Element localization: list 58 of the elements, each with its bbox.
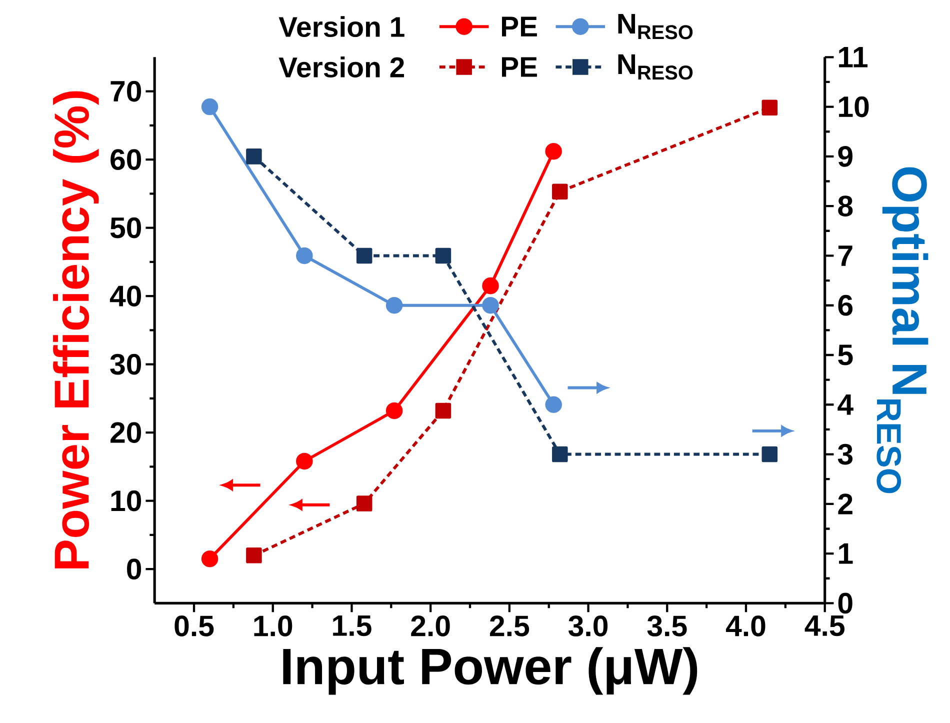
y2-tick-label: 11 — [839, 46, 868, 68]
point — [246, 547, 262, 564]
y2-tick-label: 3 — [838, 444, 853, 465]
point — [201, 98, 218, 115]
y-tick-label: 40 — [110, 285, 142, 306]
y-tick-label: 50 — [110, 217, 142, 238]
x-axis-title: Input Power (μW) — [283, 646, 698, 695]
point — [482, 296, 499, 314]
y-tick-label: 10 — [111, 490, 142, 512]
y-tick-label: 60 — [110, 148, 142, 170]
legend-label: PE — [502, 57, 537, 77]
legend-label: PE — [502, 16, 537, 36]
x-tick-label: 1.0 — [254, 615, 292, 636]
point — [201, 550, 218, 567]
point — [386, 402, 403, 419]
point — [356, 495, 372, 512]
point — [762, 100, 778, 116]
y2-tick-label: 0 — [838, 592, 852, 614]
y-axis-title: Power Efficiency (%) — [53, 90, 99, 568]
x-tick-label: 4.0 — [726, 615, 766, 636]
x-tick-label: 2.5 — [490, 615, 530, 636]
point — [545, 142, 562, 160]
y-tick-label: 20 — [110, 422, 142, 443]
point — [296, 247, 313, 264]
y2-tick-label: 1 — [839, 543, 853, 564]
y2-tick-label: 4 — [838, 394, 854, 415]
y2-tick-label: 8 — [838, 195, 853, 216]
annotation: Version 2 — [278, 56, 404, 78]
x-tick-label: 3.5 — [647, 615, 687, 636]
y2-axis-title: Optimal N$_{RESO}$ — [876, 167, 928, 493]
x-tick-label: 2.0 — [411, 615, 450, 636]
point — [552, 446, 568, 462]
y2-tick-label: 10 — [839, 96, 869, 118]
legend-label: N$_{RESO}$ — [618, 54, 693, 80]
point — [762, 446, 778, 462]
point — [482, 277, 499, 294]
y2-tick-label: 7 — [838, 245, 852, 266]
point — [435, 248, 452, 264]
point — [296, 452, 313, 470]
legend-label: N$_{RESO}$ — [618, 14, 693, 40]
text: Version 1 — [278, 16, 404, 37]
point — [386, 296, 403, 314]
y2-tick-label: 9 — [838, 146, 852, 167]
point — [545, 396, 562, 413]
y2-tick-label: 5 — [838, 344, 853, 366]
point — [356, 248, 372, 264]
y2-tick-label: 6 — [838, 294, 853, 316]
y-tick-label: 70 — [110, 80, 142, 102]
x-tick-label: 4.5 — [804, 615, 845, 636]
point — [552, 184, 568, 200]
x-tick-label: 3.0 — [568, 615, 608, 636]
y2-tick-label: 2 — [838, 493, 852, 514]
x-tick-label: 1.5 — [333, 615, 372, 636]
y-tick-label: 0 — [127, 558, 142, 580]
point — [435, 402, 452, 418]
y-tick-label: 30 — [110, 354, 142, 375]
point — [246, 148, 262, 164]
x-tick-label: 0.5 — [174, 615, 214, 636]
